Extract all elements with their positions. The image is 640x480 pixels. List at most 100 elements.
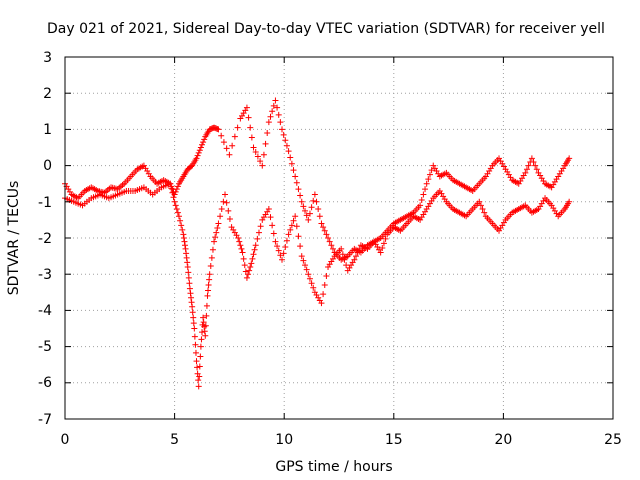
data-point xyxy=(202,322,209,329)
data-point xyxy=(417,202,424,209)
data-point xyxy=(243,104,250,111)
data-point xyxy=(275,111,282,118)
data-point xyxy=(523,166,530,173)
data-point xyxy=(188,299,195,306)
data-point xyxy=(265,119,272,126)
chart-title: Day 021 of 2021, Sidereal Day-to-day VTE… xyxy=(47,21,605,37)
data-point xyxy=(188,294,195,301)
data-point xyxy=(305,216,312,223)
data-point xyxy=(229,142,236,149)
data-point xyxy=(522,169,529,176)
data-point xyxy=(479,206,486,213)
data-point xyxy=(174,209,181,216)
data-point xyxy=(250,251,257,258)
data-point xyxy=(267,113,274,120)
data-point xyxy=(422,186,429,193)
data-point xyxy=(303,212,310,219)
data-point xyxy=(530,158,537,165)
data-point xyxy=(285,148,292,155)
data-point xyxy=(318,220,325,227)
y-tick-label: 3 xyxy=(43,50,52,66)
data-point xyxy=(207,263,214,270)
data-point xyxy=(215,126,222,133)
data-point xyxy=(300,203,307,210)
data-point xyxy=(477,202,484,209)
data-point xyxy=(220,139,227,146)
y-tick-label: -5 xyxy=(38,339,52,355)
data-point xyxy=(318,300,325,307)
data-point xyxy=(247,124,254,131)
data-point xyxy=(250,144,257,151)
data-point xyxy=(191,325,198,332)
data-point xyxy=(179,226,186,233)
data-point xyxy=(236,238,243,245)
data-point xyxy=(214,225,221,232)
data-point xyxy=(197,343,204,350)
data-point xyxy=(295,233,302,240)
data-point xyxy=(420,191,427,198)
data-point xyxy=(187,290,194,297)
data-point xyxy=(308,280,315,287)
data-point xyxy=(194,364,201,371)
x-tick-label: 20 xyxy=(494,432,512,448)
data-point xyxy=(329,245,336,252)
data-point xyxy=(220,198,227,205)
data-point xyxy=(481,209,488,216)
axis-ticks xyxy=(64,56,614,420)
data-point xyxy=(320,224,327,231)
data-point xyxy=(566,198,573,205)
data-point xyxy=(354,249,361,256)
data-point xyxy=(212,234,219,241)
data-point xyxy=(172,202,179,209)
data-point xyxy=(239,249,246,256)
data-point xyxy=(180,231,187,238)
data-point xyxy=(425,176,432,183)
data-point xyxy=(240,255,247,262)
data-point xyxy=(226,215,233,222)
data-point xyxy=(181,238,188,245)
data-point xyxy=(205,287,212,294)
data-point xyxy=(264,130,271,137)
data-point xyxy=(280,250,287,257)
y-tick-label: -4 xyxy=(38,303,52,319)
data-point xyxy=(382,235,389,242)
data-point xyxy=(310,284,317,291)
data-point xyxy=(231,133,238,140)
x-tick-label: 25 xyxy=(604,432,622,448)
data-point xyxy=(418,196,425,203)
data-point xyxy=(193,155,200,162)
data-point xyxy=(426,171,433,178)
data-point xyxy=(245,114,252,121)
data-point xyxy=(290,167,297,174)
data-point xyxy=(183,250,190,257)
data-point xyxy=(238,245,245,252)
data-point xyxy=(380,240,387,247)
data-point xyxy=(320,291,327,298)
y-tick-label: -6 xyxy=(38,375,52,391)
data-point xyxy=(174,183,181,190)
y-tick-label: 2 xyxy=(43,86,52,102)
data-point xyxy=(249,255,256,262)
data-point xyxy=(189,303,196,310)
data-point xyxy=(198,336,205,343)
data-point xyxy=(186,280,193,287)
data-point xyxy=(223,199,230,206)
data-point xyxy=(321,282,328,289)
data-point xyxy=(308,204,315,211)
data-point xyxy=(306,210,313,217)
data-point xyxy=(298,253,305,260)
y-axis-label: SDTVAR / TECUs xyxy=(6,181,22,296)
data-point xyxy=(218,132,225,139)
y-tick-label: -2 xyxy=(38,231,52,247)
data-point xyxy=(328,242,335,249)
data-point xyxy=(525,162,532,169)
data-point xyxy=(237,242,244,249)
data-point xyxy=(351,256,358,263)
data-point xyxy=(269,108,276,115)
data-point xyxy=(177,217,184,224)
data-point xyxy=(182,245,189,252)
data-point xyxy=(243,274,250,281)
data-point xyxy=(292,173,299,180)
data-point xyxy=(272,238,279,245)
data-point xyxy=(528,155,535,162)
